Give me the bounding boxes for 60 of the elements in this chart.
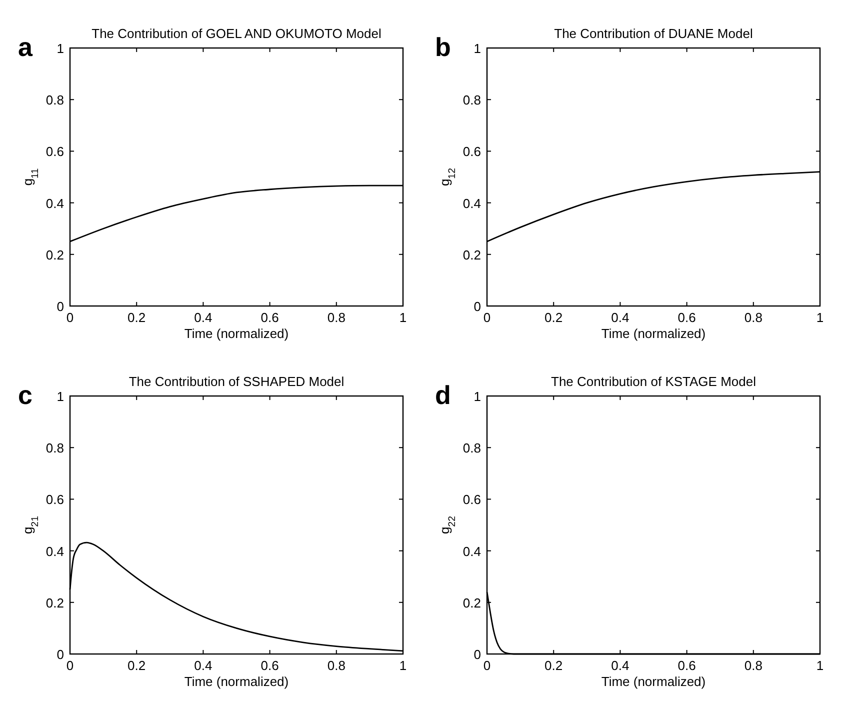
x-tick-label: 0.2: [544, 658, 563, 673]
x-tick-label: 0.4: [194, 658, 212, 673]
y-tick-label: 0.2: [462, 595, 481, 610]
x-tick-label: 0.4: [611, 658, 630, 673]
x-tick-label: 0.4: [194, 310, 212, 325]
x-tick-label: 0.8: [744, 310, 762, 325]
y-tick-label: 1: [474, 389, 481, 404]
x-tick-label: 1: [399, 310, 407, 325]
y-tick-label: 0.6: [46, 144, 64, 160]
x-tick-label: 1: [816, 658, 824, 673]
chart-title: The Contribution of DUANE Model: [554, 26, 753, 41]
y-tick-label: 1: [474, 41, 481, 56]
y-tick-label: 0.2: [46, 595, 64, 610]
x-tick-label: 0.8: [327, 658, 346, 673]
y-tick-label: 0: [56, 299, 64, 314]
x-tick-label: 0.8: [744, 658, 762, 673]
y-tick-label: 0: [474, 647, 481, 662]
y-tick-label: 0.8: [46, 440, 64, 456]
x-tick-label: 0.4: [611, 310, 630, 325]
x-tick-label: 0.2: [544, 310, 563, 325]
x-tick-label: 1: [399, 658, 407, 673]
y-tick-label: 0.4: [462, 196, 481, 211]
chart-title: The Contribution of KSTAGE Model: [551, 374, 756, 389]
x-tick-label: 0.6: [260, 658, 279, 673]
chart-title: The Contribution of SSHAPED Model: [128, 374, 344, 389]
y-tick-label: 1: [56, 389, 64, 404]
x-tick-label: 0.8: [327, 310, 346, 325]
y-tick-label: 0: [56, 647, 64, 662]
x-axis-title: Time (normalized): [184, 326, 289, 341]
x-tick-label: 0: [66, 310, 74, 325]
y-tick-label: 0.8: [462, 92, 481, 108]
chart-title: The Contribution of GOEL AND OKUMOTO Model: [92, 26, 382, 41]
x-axis-title: Time (normalized): [601, 326, 706, 341]
y-tick-label: 0.6: [46, 492, 64, 508]
x-tick-label: 0.2: [128, 658, 146, 673]
text: c: [18, 380, 32, 410]
x-tick-label: 1: [816, 310, 824, 325]
y-tick-label: 0: [474, 299, 481, 314]
x-tick-label: 0.2: [128, 310, 146, 325]
x-tick-label: 0: [483, 310, 491, 325]
y-tick-label: 0.2: [46, 247, 64, 262]
y-tick-label: 0.8: [462, 440, 481, 456]
x-tick-label: 0: [483, 658, 491, 673]
x-tick-label: 0.6: [260, 310, 279, 325]
y-tick-label: 0.6: [462, 144, 481, 160]
y-tick-label: 0.4: [462, 544, 481, 559]
text: a: [18, 32, 33, 62]
y-tick-label: 0.4: [46, 196, 64, 211]
x-tick-label: 0.6: [678, 658, 696, 673]
x-axis-title: Time (normalized): [184, 674, 289, 689]
text: b: [435, 32, 451, 62]
y-tick-label: 0.2: [462, 247, 481, 262]
text: d: [435, 380, 451, 410]
y-tick-label: 0.8: [46, 92, 64, 108]
x-axis-title: Time (normalized): [601, 674, 706, 689]
y-tick-label: 0.6: [462, 492, 481, 508]
y-tick-label: 1: [56, 41, 64, 56]
x-tick-label: 0.6: [678, 310, 696, 325]
x-tick-label: 0: [66, 658, 74, 673]
y-tick-label: 0.4: [46, 544, 64, 559]
